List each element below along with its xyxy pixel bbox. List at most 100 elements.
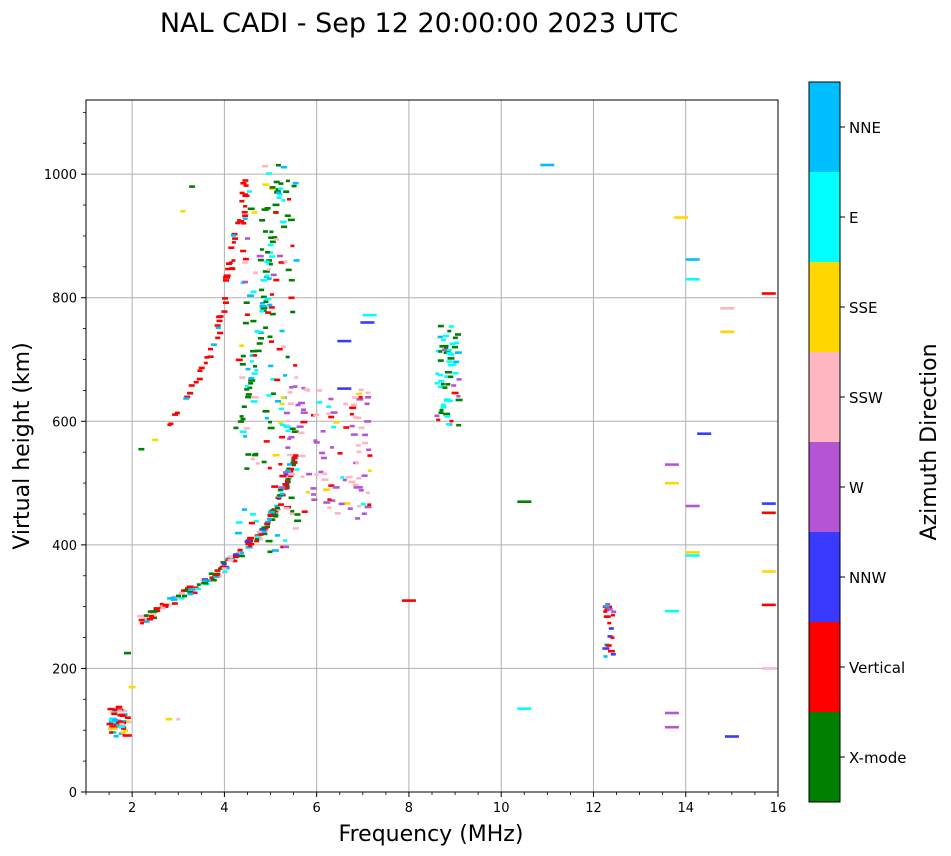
echo-point (119, 722, 125, 726)
echo-point (239, 191, 245, 195)
echo-point (271, 508, 276, 511)
echo-point (342, 478, 347, 482)
echo-point (140, 621, 145, 625)
echo-point (608, 627, 614, 630)
echo-point (267, 466, 272, 470)
echo-point (273, 211, 279, 214)
echo-point (664, 463, 679, 466)
echo-point (289, 467, 295, 471)
echo-point (178, 597, 185, 600)
echo-point (280, 545, 285, 549)
echo-point (350, 433, 358, 436)
echo-point (160, 606, 166, 610)
echo-point (664, 609, 679, 613)
echo-point (241, 222, 247, 225)
echo-point (321, 478, 329, 481)
echo-point (222, 570, 228, 573)
echo-point (244, 384, 249, 388)
echo-point (263, 440, 270, 443)
echo-point (170, 598, 178, 601)
echo-point (349, 406, 357, 410)
echo-point (323, 488, 330, 491)
echo-point (446, 352, 453, 355)
echo-point (279, 474, 287, 478)
echo-point (447, 357, 455, 360)
echo-point (278, 486, 286, 489)
echo-point (540, 163, 555, 167)
echo-point (221, 567, 227, 570)
echo-point (285, 355, 290, 359)
echo-point (277, 503, 284, 506)
echo-point (216, 319, 223, 323)
echo-point (218, 567, 223, 570)
echo-point (270, 273, 277, 277)
echo-point (291, 430, 299, 433)
echo-point (285, 179, 290, 183)
echo-point (455, 333, 461, 336)
echo-point (282, 483, 289, 486)
colorbar-title: Azimuth Direction (917, 343, 942, 540)
echo-point (311, 493, 316, 496)
echo-point (196, 377, 203, 381)
colorbar-segment-nnw (809, 532, 840, 622)
echo-point (367, 503, 372, 506)
echo-point (153, 607, 160, 610)
echo-point (163, 605, 169, 608)
echo-point (265, 520, 271, 524)
plot-grid (86, 100, 779, 793)
echo-point (438, 385, 443, 389)
echo-point (253, 354, 258, 357)
echo-point (298, 401, 305, 405)
colorbar-label: Vertical (849, 659, 905, 677)
x-tick-label: 2 (128, 801, 136, 816)
echo-point (259, 537, 264, 541)
y-tick-label: 1000 (44, 168, 77, 183)
echo-point (279, 402, 285, 406)
echo-point (143, 620, 150, 623)
echo-point (201, 581, 209, 585)
echo-point (323, 501, 331, 504)
echo-point (283, 260, 288, 263)
echo-point (229, 267, 236, 271)
echo-point (349, 424, 355, 428)
echo-point (195, 587, 201, 591)
echo-point (235, 358, 243, 362)
echo-point (231, 241, 236, 244)
echo-point (454, 341, 459, 345)
echo-point (603, 605, 610, 608)
echo-point (117, 709, 123, 713)
echo-point (196, 583, 201, 586)
echo-point (237, 548, 243, 552)
echo-point (247, 207, 255, 211)
chart-title: NAL CADI - Sep 12 20:00:00 2023 UTC (160, 8, 678, 39)
echo-point (343, 426, 350, 429)
echo-point (232, 559, 238, 563)
echo-point (291, 462, 296, 466)
echo-point (264, 207, 271, 210)
echo-point (249, 354, 256, 357)
echo-point (446, 360, 453, 363)
echo-point (215, 336, 221, 340)
echo-point (365, 391, 371, 395)
echo-point (232, 237, 239, 240)
echo-point (260, 295, 267, 299)
echo-point (243, 427, 250, 430)
x-tick-label: 8 (405, 801, 413, 816)
echo-point (121, 727, 127, 730)
echo-point (188, 384, 195, 387)
echo-point (245, 542, 253, 546)
echo-point (292, 454, 299, 457)
echo-point (280, 396, 286, 399)
echo-point (245, 237, 250, 240)
echo-point (245, 453, 252, 456)
echo-point (401, 599, 416, 602)
echo-point (451, 391, 459, 395)
echo-point (438, 411, 444, 414)
echo-point (171, 602, 178, 605)
echo-point (290, 244, 295, 248)
echo-point (300, 475, 305, 478)
echo-point (284, 214, 291, 217)
echo-point (334, 512, 341, 515)
echo-point (244, 388, 250, 391)
echo-point (159, 602, 164, 606)
